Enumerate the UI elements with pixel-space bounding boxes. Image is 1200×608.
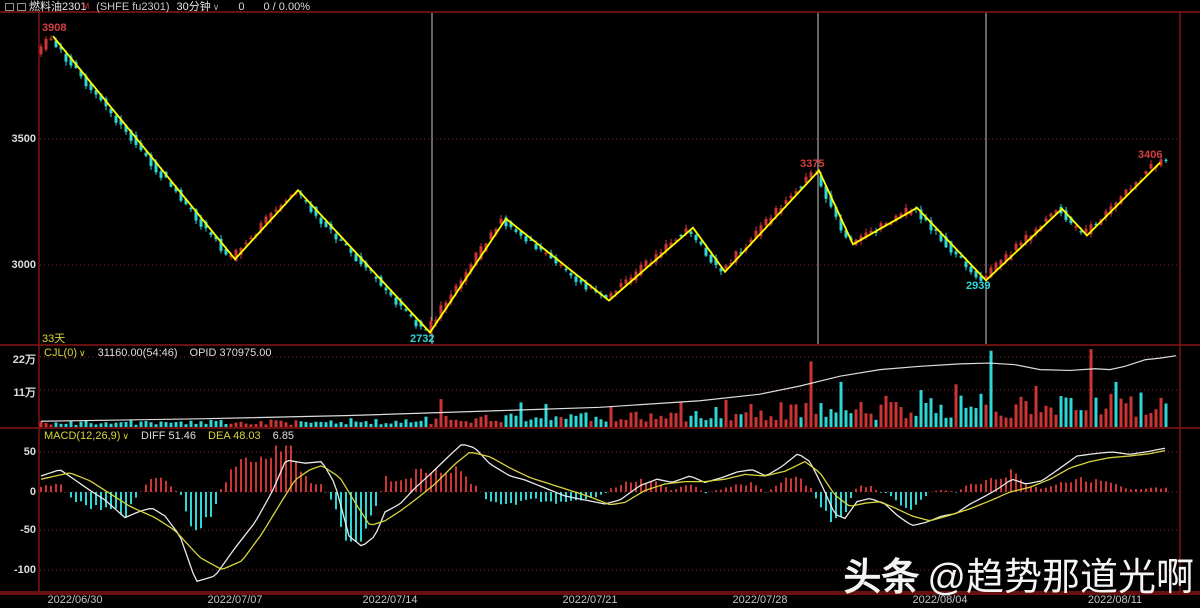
- chevron-down-icon: ∨: [79, 348, 86, 358]
- chevron-down-icon: ∨: [122, 431, 130, 441]
- volume-indicator-selector[interactable]: CJL(0) ∨: [44, 347, 86, 359]
- axis-tick-label: 3500: [11, 133, 36, 145]
- volume-indicator-row: CJL(0) ∨ 31160.00(54:46) OPID 370975.00: [44, 347, 271, 359]
- date-tick-label: 2022/07/21: [562, 594, 618, 606]
- period-label: 30分钟: [176, 0, 211, 13]
- period-selector[interactable]: 30分钟 ∨: [177, 1, 220, 13]
- main-contract-flag: M: [82, 1, 90, 11]
- open-interest-value: OPID 370975.00: [189, 347, 272, 359]
- axis-tick-label: 3000: [11, 259, 36, 271]
- change-value: 0: [238, 0, 245, 13]
- watermark: 头条 @趋势那道光啊: [843, 558, 1194, 598]
- axis-tick-label: 50: [23, 446, 36, 458]
- macd-value: 6.85: [272, 430, 295, 442]
- instrument-code: (SHFE fu2301): [96, 0, 170, 13]
- instrument-name: 燃料油2301M: [29, 0, 90, 13]
- date-tick-label: 2022/08/11: [1087, 594, 1143, 606]
- axis-tick-label: 22万: [12, 354, 36, 366]
- change-percent: 0 / 0.00%: [263, 0, 310, 13]
- axis-tick-label: 11万: [13, 387, 36, 399]
- pivot-price-label: 3375: [800, 158, 825, 170]
- pivot-price-label: 2939: [966, 280, 991, 292]
- diff-value: DIFF 51.46: [141, 430, 197, 442]
- watermark-brand: 头条: [843, 557, 920, 599]
- pivot-price-label: 3908: [42, 22, 67, 34]
- axis-tick-label: 0: [29, 486, 36, 498]
- window-icon[interactable]: [5, 2, 14, 11]
- watermark-handle: @趋势那道光啊: [927, 557, 1194, 599]
- macd-indicator-row: MACD(12,26,9) ∨ DIFF 51.46 DEA 48.03 6.85: [44, 430, 294, 442]
- title-bar: 燃料油2301M (SHFE fu2301) 30分钟 ∨ 0 0 / 0.00%: [0, 0, 1200, 13]
- macd-indicator-label: MACD(12,26,9): [44, 430, 121, 442]
- pivot-price-label: 2732: [410, 333, 435, 345]
- axis-tick-label: -50: [20, 524, 36, 536]
- date-tick-label: 2022/08/04: [912, 594, 968, 606]
- date-tick-label: 2022/06/30: [47, 594, 103, 606]
- chevron-down-icon: ∨: [212, 1, 220, 12]
- macd-indicator-selector[interactable]: MACD(12,26,9) ∨: [44, 430, 129, 442]
- axis-tick-label: -100: [13, 564, 36, 576]
- pivot-price-label: 3406: [1138, 149, 1163, 161]
- date-axis: 2022/06/30 2022/07/07 2022/07/14 2022/07/21…: [0, 594, 1200, 608]
- date-tick-label: 2022/07/28: [732, 594, 788, 606]
- volume-value: 31160.00(54:46): [97, 347, 178, 359]
- volume-indicator-label: CJL(0): [44, 347, 78, 359]
- date-tick-label: 2022/07/14: [362, 594, 418, 606]
- date-tick-label: 2022/07/07: [207, 594, 263, 606]
- dea-value: DEA 48.03: [208, 430, 261, 442]
- window-icon[interactable]: [17, 2, 26, 11]
- swing-days-label: 33天: [42, 333, 66, 345]
